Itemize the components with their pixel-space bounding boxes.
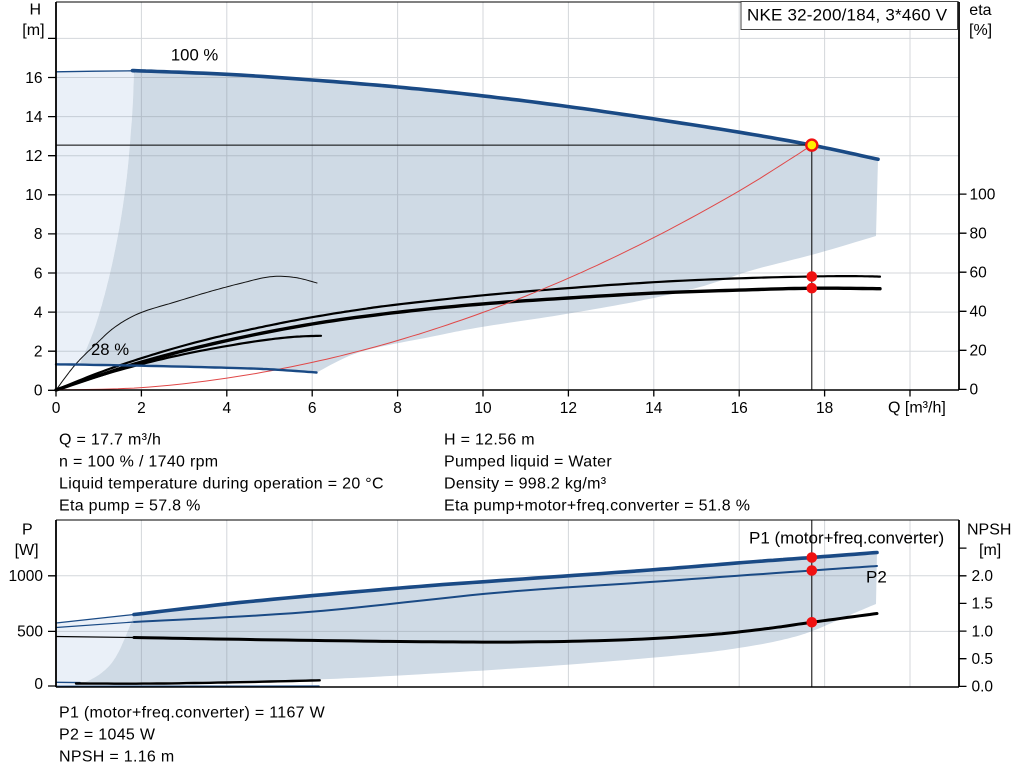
svg-text:100: 100 [970,186,996,203]
svg-text:P2: P2 [866,568,887,587]
svg-text:n = 100 % / 1740 rpm: n = 100 % / 1740 rpm [59,454,218,471]
svg-text:60: 60 [970,265,988,282]
svg-text:14: 14 [25,109,43,126]
svg-text:P1 (motor+freq.converter) = 11: P1 (motor+freq.converter) = 1167 W [59,705,326,722]
svg-text:16: 16 [731,400,748,417]
svg-text:0: 0 [34,676,43,693]
svg-text:eta: eta [969,2,991,19]
svg-text:8: 8 [34,226,43,243]
svg-text:10: 10 [25,187,43,204]
svg-text:10: 10 [474,400,492,417]
svg-text:6: 6 [34,265,43,282]
svg-text:Liquid temperature during oper: Liquid temperature during operation = 20… [59,476,384,493]
svg-text:0.0: 0.0 [972,679,994,696]
svg-text:28 %: 28 % [91,340,129,359]
svg-text:4: 4 [222,400,231,417]
svg-text:Eta pump = 57.8 %: Eta pump = 57.8 % [59,498,201,515]
svg-text:NKE 32-200/184, 3*460 V: NKE 32-200/184, 3*460 V [747,6,948,25]
svg-text:[%]: [%] [969,22,992,39]
svg-text:6: 6 [308,400,317,417]
svg-text:4: 4 [34,304,43,321]
svg-text:Eta pump+motor+freq.converter: Eta pump+motor+freq.converter = 51.8 % [444,498,750,515]
svg-text:0: 0 [52,400,61,417]
svg-text:NPSH: NPSH [967,522,1011,539]
svg-text:8: 8 [393,400,402,417]
svg-text:NPSH = 1.16 m: NPSH = 1.16 m [59,749,175,766]
svg-text:500: 500 [17,624,43,641]
svg-text:2: 2 [34,344,43,361]
svg-text:100 %: 100 % [171,46,218,65]
svg-text:1.0: 1.0 [972,623,994,640]
svg-text:P1 (motor+freq.converter): P1 (motor+freq.converter) [749,529,944,548]
svg-text:[m]: [m] [22,22,44,39]
svg-text:14: 14 [645,400,663,417]
svg-text:Density = 998.2 kg/m³: Density = 998.2 kg/m³ [444,476,607,493]
svg-text:P2 = 1045 W: P2 = 1045 W [59,727,156,744]
svg-text:80: 80 [970,226,988,243]
svg-text:2: 2 [137,400,146,417]
svg-text:2.0: 2.0 [972,568,994,585]
svg-text:H: H [30,2,42,19]
svg-text:12: 12 [560,400,577,417]
svg-text:1.5: 1.5 [972,596,994,613]
svg-text:P: P [22,522,33,539]
svg-text:H = 12.56 m: H = 12.56 m [444,432,535,449]
svg-text:16: 16 [25,70,42,87]
svg-text:0.5: 0.5 [972,651,994,668]
svg-text:1000: 1000 [9,568,44,585]
svg-text:18: 18 [816,400,833,417]
svg-text:20: 20 [970,343,988,360]
svg-text:[m]: [m] [979,542,1001,559]
svg-text:0: 0 [34,383,43,400]
svg-text:[W]: [W] [15,542,39,559]
svg-text:Q = 17.7 m³/h: Q = 17.7 m³/h [59,432,161,449]
svg-text:40: 40 [970,304,988,321]
svg-text:Q [m³/h]: Q [m³/h] [888,400,946,417]
svg-text:12: 12 [25,148,42,165]
svg-text:0: 0 [970,382,979,399]
svg-text:Pumped liquid = Water: Pumped liquid = Water [444,454,612,471]
